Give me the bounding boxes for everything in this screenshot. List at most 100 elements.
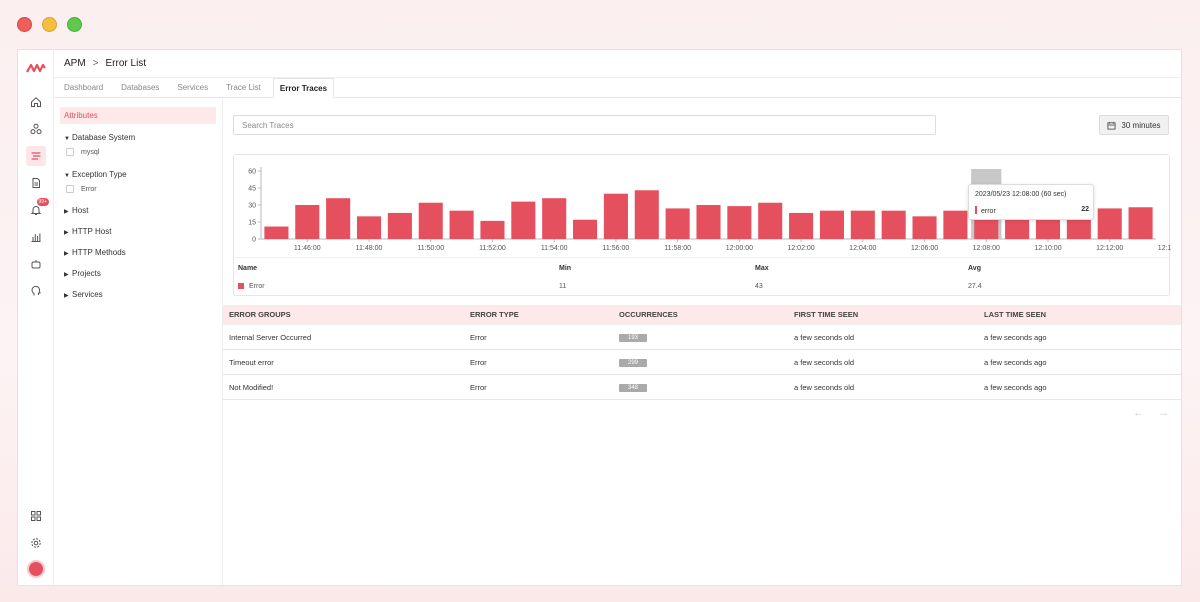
bar-chart-icon[interactable] [26,227,46,247]
breadcrumb-root[interactable]: APM [64,58,86,69]
error-bar [480,220,505,239]
tab-trace-list[interactable]: Trace List [226,83,261,92]
error-bar [634,190,659,239]
x-tick-label: 12:04:00 [849,245,876,252]
cell-error-type: Error [470,357,487,367]
tooltip-row: error 22 [975,206,1089,215]
occurrences-badge: 193 [619,334,648,342]
filter-group-projects[interactable]: ▶ Projects [64,269,222,278]
table-row[interactable]: Not Modified! Error 348 a few seconds ol… [223,375,1181,400]
app-window: 99+ APM > Error List Dashboard Databases… [17,49,1182,586]
error-chart: 0 15 30 45 60 11:46:00 11:48:00 11:50:00 11:52:0… [233,154,1171,296]
filter-option-label: Error [81,185,97,193]
error-bar [819,210,844,239]
filter-group-exception-type[interactable]: ▼ Exception Type [64,170,222,179]
filter-group-http-methods[interactable]: ▶ HTTP Methods [64,248,222,257]
legend-swatch [238,283,244,289]
cell-last-seen: a few seconds ago [984,332,1047,342]
x-tick-label: 11:54:00 [541,245,568,252]
tab-dashboard[interactable]: Dashboard [64,83,104,92]
tab-databases[interactable]: Databases [121,83,160,92]
services-icon[interactable] [26,119,46,139]
x-tick-label: 11:50:00 [417,245,444,252]
cell-error-group: Timeout error [229,357,274,367]
list-icon[interactable] [26,146,46,166]
grid-icon[interactable] [26,506,46,526]
error-bar [665,208,690,239]
filter-group-label: Projects [72,269,101,278]
error-bar [912,216,937,239]
checkbox[interactable] [66,185,74,193]
y-tick-label: 45 [248,186,256,193]
tab-error-traces[interactable]: Error Traces [272,78,335,98]
avatar[interactable] [27,560,45,578]
error-bar [511,201,536,239]
breadcrumb-current: Error List [105,58,147,69]
caret-right-icon: ▶ [64,293,69,299]
notification-badge: 99+ [36,198,49,206]
brain-icon[interactable] [26,281,46,301]
header-occurrences: OCCURRENCES [619,310,678,319]
x-tick-label: 11:46:00 [294,245,321,252]
filter-group-label: Database System [72,133,136,142]
close-window-button[interactable] [17,17,32,32]
cell-first-seen: a few seconds old [794,357,855,367]
prev-page-arrow-icon[interactable]: ← [1133,407,1144,419]
error-bar [542,198,567,239]
error-bar [881,210,906,239]
logo-icon[interactable] [26,62,46,76]
table-row[interactable]: Timeout error Error 299 a few seconds ol… [223,350,1181,375]
header-error-type: ERROR TYPE [470,310,519,319]
breadcrumb-separator: > [92,58,99,69]
home-icon[interactable] [26,92,46,112]
time-range-label: 30 minutes [1121,120,1161,130]
x-tick-label: 12:08:00 [973,245,1000,252]
minimize-window-button[interactable] [42,17,57,32]
bell-icon[interactable]: 99+ [26,198,49,220]
document-icon[interactable] [26,173,46,193]
caret-right-icon: ▶ [64,209,69,215]
filter-group-http-host[interactable]: ▶ HTTP Host [64,227,222,236]
filter-group-host[interactable]: ▶ Host [64,206,222,215]
filter-group-database-system[interactable]: ▼ Database System [64,133,222,142]
robot-icon[interactable] [26,254,46,274]
filter-group-label: Host [72,206,89,215]
x-tick-label: 12:14:00 [1158,245,1171,252]
filter-group-services[interactable]: ▶ Services [64,290,222,299]
y-tick-label: 0 [252,237,256,244]
cell-error-group: Internal Server Occurred [229,332,312,342]
settings-icon[interactable] [26,533,46,553]
time-range-button[interactable]: 30 minutes [1099,115,1169,135]
maximize-window-button[interactable] [67,17,82,32]
table-row[interactable]: Internal Server Occurred Error 193 a few… [223,325,1181,350]
breadcrumb: APM > Error List [54,50,1181,78]
tooltip-value: 22 [1081,206,1089,213]
x-tick-label: 12:12:00 [1096,245,1123,252]
filter-group-label: HTTP Methods [72,248,126,257]
error-bar [356,216,382,239]
occurrences-badge: 348 [619,384,648,392]
summary-header-min: Min [559,265,572,272]
search-input[interactable] [233,115,936,135]
cell-error-group: Not Modified! [229,382,274,392]
error-bar [789,212,814,239]
cell-first-seen: a few seconds old [794,332,855,342]
chart-tooltip: 2023/05/23 12:08:00 (60 sec) error 22 [968,184,1094,220]
checkbox[interactable] [66,148,74,156]
next-page-arrow-icon[interactable]: → [1158,407,1169,419]
error-bar [1128,207,1153,239]
error-bar [573,219,598,239]
cell-last-seen: a few seconds ago [984,382,1047,392]
tab-services[interactable]: Services [177,83,209,92]
cell-last-seen: a few seconds ago [984,357,1047,367]
table-header: ERROR GROUPS ERROR TYPE OCCURRENCES FIRS… [223,305,1181,325]
summary-max-value: 43 [755,283,763,290]
header-error-groups: ERROR GROUPS [229,310,291,319]
error-bar [387,212,412,239]
y-tick-label: 60 [248,169,256,176]
filter-option-mysql[interactable]: mysql [66,148,222,156]
icon-rail: 99+ [18,50,54,585]
filter-option-error[interactable]: Error [66,185,222,193]
summary-avg-value: 27.4 [968,283,982,290]
summary-series[interactable]: Error [238,283,265,290]
